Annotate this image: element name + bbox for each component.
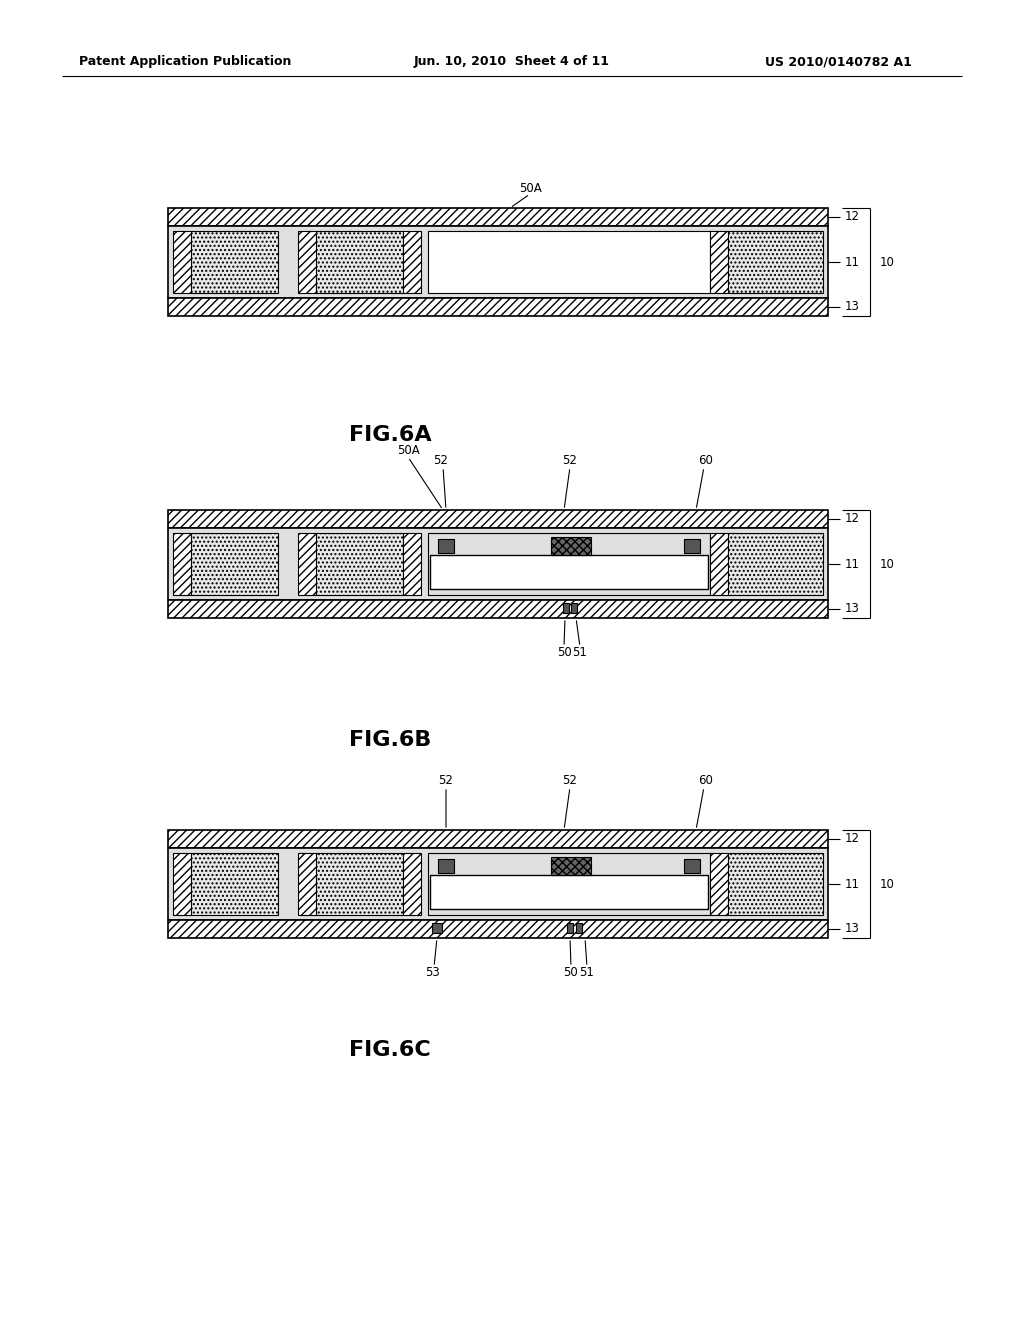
Text: 11: 11 bbox=[845, 256, 860, 268]
Bar bbox=[168, 847, 828, 920]
Bar bbox=[403, 853, 421, 915]
Text: D/F: D/F bbox=[564, 862, 578, 870]
Bar bbox=[173, 853, 191, 915]
Bar bbox=[168, 601, 828, 618]
Bar bbox=[191, 231, 278, 293]
Text: 50A: 50A bbox=[396, 444, 420, 457]
Bar bbox=[432, 923, 442, 933]
Bar bbox=[168, 209, 828, 226]
Bar bbox=[298, 853, 316, 915]
Bar bbox=[191, 533, 278, 595]
Text: 52: 52 bbox=[433, 454, 449, 466]
Bar bbox=[173, 533, 191, 595]
Bar bbox=[728, 853, 823, 915]
Text: 51: 51 bbox=[572, 647, 588, 660]
Bar bbox=[430, 554, 708, 589]
Text: D/F: D/F bbox=[564, 541, 578, 550]
Bar bbox=[173, 231, 191, 293]
Bar bbox=[298, 231, 316, 293]
Bar bbox=[298, 533, 316, 595]
Bar bbox=[684, 859, 700, 873]
Bar bbox=[403, 231, 421, 293]
Text: 10: 10 bbox=[880, 256, 895, 268]
Bar bbox=[168, 510, 828, 528]
Bar bbox=[567, 923, 573, 933]
Bar bbox=[428, 231, 710, 293]
Text: Patent Application Publication: Patent Application Publication bbox=[79, 55, 291, 69]
Bar bbox=[710, 231, 728, 293]
Bar bbox=[728, 533, 823, 595]
Bar bbox=[430, 875, 708, 909]
Text: 12: 12 bbox=[845, 833, 860, 846]
Text: 52: 52 bbox=[562, 774, 578, 787]
Bar bbox=[168, 298, 828, 315]
Bar bbox=[168, 226, 828, 298]
Text: 11: 11 bbox=[845, 557, 860, 570]
Text: 10: 10 bbox=[880, 557, 895, 570]
Bar bbox=[316, 231, 403, 293]
Bar bbox=[428, 533, 710, 595]
Text: FIG.6B: FIG.6B bbox=[349, 730, 431, 750]
Text: 50A: 50A bbox=[518, 181, 542, 194]
Text: 11: 11 bbox=[845, 878, 860, 891]
Text: IC: IC bbox=[561, 565, 577, 579]
Bar bbox=[438, 859, 454, 873]
Text: 51: 51 bbox=[580, 966, 595, 979]
Text: 53: 53 bbox=[426, 966, 440, 979]
Bar bbox=[684, 539, 700, 553]
Bar bbox=[728, 231, 823, 293]
Text: 12: 12 bbox=[845, 512, 860, 525]
Text: 50: 50 bbox=[557, 647, 571, 660]
Text: FIG.6C: FIG.6C bbox=[349, 1040, 431, 1060]
Text: 13: 13 bbox=[845, 602, 860, 615]
Text: FIG.6A: FIG.6A bbox=[349, 425, 431, 445]
Bar bbox=[551, 537, 591, 554]
Bar bbox=[575, 923, 582, 933]
Text: 60: 60 bbox=[698, 774, 714, 787]
Bar bbox=[710, 853, 728, 915]
Text: IC: IC bbox=[561, 884, 577, 899]
Text: 13: 13 bbox=[845, 923, 860, 936]
Bar bbox=[168, 528, 828, 601]
Text: 60: 60 bbox=[698, 454, 714, 466]
Text: 52: 52 bbox=[562, 454, 578, 466]
Bar bbox=[563, 603, 569, 612]
Bar bbox=[403, 533, 421, 595]
Text: 13: 13 bbox=[845, 301, 860, 314]
Text: 12: 12 bbox=[845, 210, 860, 223]
Text: Jun. 10, 2010  Sheet 4 of 11: Jun. 10, 2010 Sheet 4 of 11 bbox=[414, 55, 610, 69]
Bar bbox=[571, 603, 577, 612]
Bar bbox=[191, 853, 278, 915]
Bar bbox=[428, 853, 710, 915]
Bar bbox=[316, 853, 403, 915]
Bar bbox=[316, 533, 403, 595]
Text: 10: 10 bbox=[880, 878, 895, 891]
Bar bbox=[438, 539, 454, 553]
Bar bbox=[168, 830, 828, 847]
Bar bbox=[168, 920, 828, 939]
Text: US 2010/0140782 A1: US 2010/0140782 A1 bbox=[765, 55, 911, 69]
Bar bbox=[551, 857, 591, 875]
Bar bbox=[710, 533, 728, 595]
Text: 50: 50 bbox=[563, 966, 579, 979]
Text: 52: 52 bbox=[438, 774, 454, 787]
